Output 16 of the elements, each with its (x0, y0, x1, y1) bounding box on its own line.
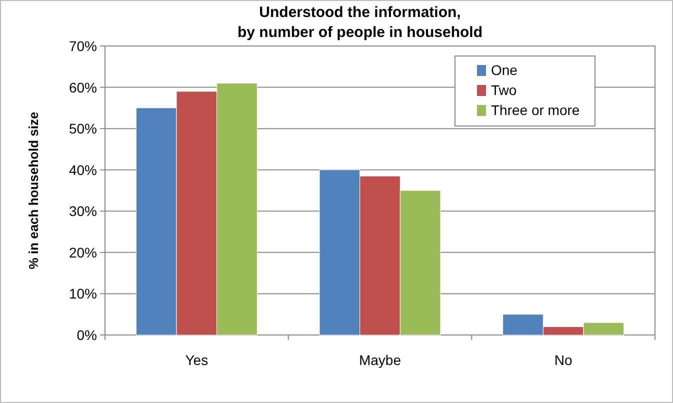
legend-label: Three or more (491, 102, 580, 118)
y-tick-label: 60% (68, 79, 97, 96)
legend-label: One (491, 62, 518, 78)
x-tick-label: Maybe (358, 352, 402, 368)
x-tick-label: No (554, 352, 572, 368)
y-tick-label: 70% (68, 38, 97, 54)
y-tick-label: 40% (68, 162, 97, 178)
y-tick-label: 30% (68, 203, 97, 220)
x-tick-label: Yes (185, 352, 208, 368)
y-tick-label: 20% (68, 244, 97, 260)
chart-title: Understood the information, by number of people in household (237, 4, 483, 41)
y-axis-title: % in each household size (26, 112, 41, 270)
y-tick-label: 50% (68, 120, 97, 137)
y-tick-label: 0% (76, 327, 97, 343)
y-tick-label: 10% (68, 286, 97, 302)
legend-label: Two (491, 82, 517, 98)
